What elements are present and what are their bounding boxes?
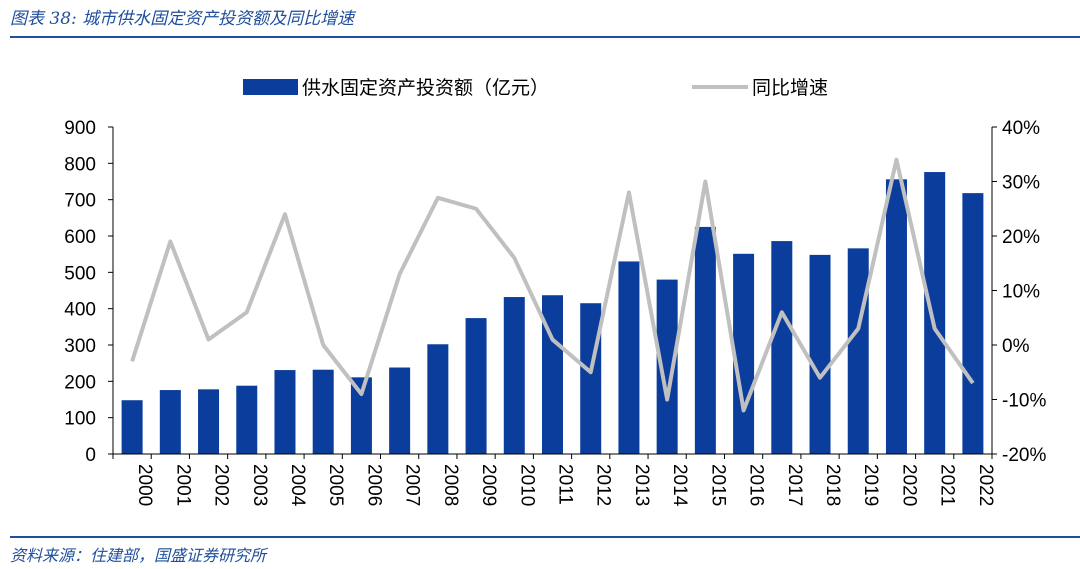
bar xyxy=(236,385,258,454)
x-tick-label: 2006 xyxy=(363,464,384,506)
bar xyxy=(503,297,525,454)
title-divider xyxy=(10,36,1080,38)
left-tick-label: 700 xyxy=(64,191,96,212)
left-tick-label: 0 xyxy=(85,445,96,466)
legend: 供水固定资产投资额（亿元） 同比增速 xyxy=(243,77,828,99)
bar xyxy=(962,193,984,455)
bar xyxy=(465,318,487,454)
growth-line xyxy=(130,157,975,413)
axes: 0 100 200 300 400 500 600 700 800 900 -20% -10% 0% 10… xyxy=(64,118,1046,507)
bar-series xyxy=(121,172,984,455)
x-tick-label: 2005 xyxy=(325,464,346,506)
figure-title: 图表 38: 城市供水固定资产投资额及同比增速 xyxy=(10,9,355,29)
left-tick-label: 900 xyxy=(64,118,96,139)
left-tick-label: 600 xyxy=(64,227,96,248)
x-tick-label: 2013 xyxy=(631,464,652,506)
legend-label-bar: 供水固定资产投资额（亿元） xyxy=(302,77,549,99)
bar xyxy=(312,369,334,454)
bar xyxy=(618,261,640,454)
line-series xyxy=(130,157,975,413)
x-tick-label: 2001 xyxy=(172,464,193,506)
bar xyxy=(733,253,755,454)
right-tick-label: 20% xyxy=(1002,227,1040,248)
x-tick-label: 2011 xyxy=(555,464,576,505)
x-tick-label: 2009 xyxy=(478,464,499,506)
bar xyxy=(847,248,869,454)
legend-label-line: 同比增速 xyxy=(752,77,828,99)
legend-swatch-bar xyxy=(243,79,298,95)
bar xyxy=(427,344,449,454)
bar xyxy=(656,279,678,454)
x-tick-label: 2022 xyxy=(975,464,996,506)
x-tick-label: 2003 xyxy=(249,464,270,506)
bar xyxy=(121,400,143,454)
right-tick-label: 40% xyxy=(1002,118,1040,139)
left-tick-label: 400 xyxy=(64,300,96,321)
bar xyxy=(885,179,907,454)
x-tick-label: 2007 xyxy=(402,464,423,506)
x-tick-label: 2020 xyxy=(898,464,919,506)
bar xyxy=(198,389,220,454)
x-tick-label: 2015 xyxy=(707,464,728,506)
x-tick-label: 2014 xyxy=(669,464,690,507)
bar xyxy=(542,295,563,454)
bar xyxy=(924,172,946,454)
left-tick-label: 100 xyxy=(64,409,96,430)
right-tick-label: -10% xyxy=(1002,391,1046,412)
bar xyxy=(771,241,793,454)
bar xyxy=(580,303,602,454)
x-tick-label: 2018 xyxy=(822,464,843,506)
x-tick-label: 2016 xyxy=(746,464,767,506)
bar xyxy=(809,254,831,454)
bar xyxy=(274,370,296,454)
right-tick-label: 0% xyxy=(1002,336,1030,357)
x-tick-label: 2008 xyxy=(440,464,461,506)
right-tick-label: 30% xyxy=(1002,173,1040,194)
x-tick-label: 2004 xyxy=(287,464,308,507)
x-tick-label: 2002 xyxy=(211,464,232,506)
x-tick-label: 2021 xyxy=(937,464,958,506)
bar xyxy=(350,377,372,454)
x-tick-label: 2010 xyxy=(516,464,537,506)
footer-divider xyxy=(10,536,1080,538)
source-note: 资料来源：住建部，国盛证券研究所 xyxy=(10,546,267,565)
left-tick-label: 200 xyxy=(64,372,96,393)
left-tick-label: 800 xyxy=(64,154,96,175)
left-tick-label: 500 xyxy=(64,263,96,284)
x-tick-label: 2017 xyxy=(784,464,805,506)
bar xyxy=(694,226,716,454)
x-tick-label: 2019 xyxy=(860,464,881,506)
bar xyxy=(389,367,411,454)
left-tick-label: 300 xyxy=(64,336,96,357)
right-tick-label: -20% xyxy=(1002,445,1046,466)
right-tick-label: 10% xyxy=(1002,282,1040,303)
bar xyxy=(159,390,181,454)
x-tick-label: 2000 xyxy=(134,464,155,506)
x-tick-label: 2012 xyxy=(593,464,614,506)
